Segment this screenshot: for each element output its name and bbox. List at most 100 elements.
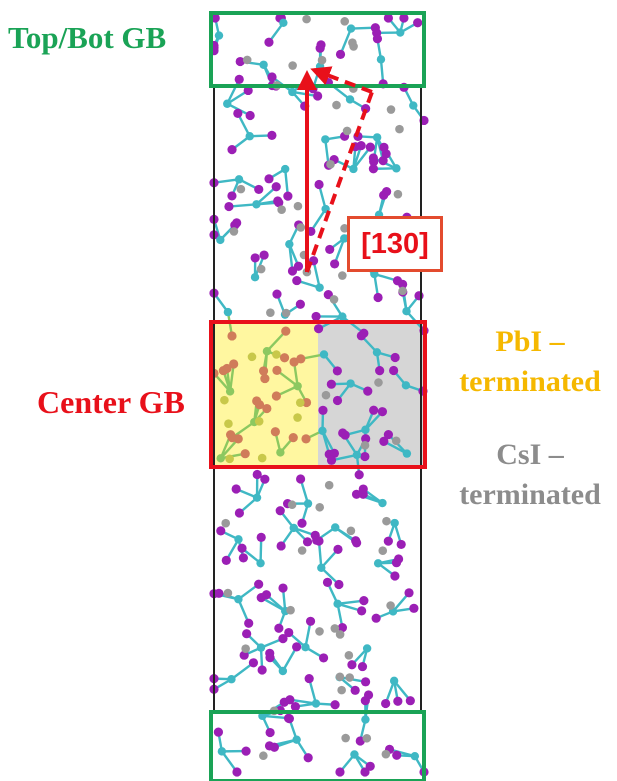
i-atom [302, 537, 313, 547]
cs-atom [337, 685, 346, 695]
i-atom [240, 449, 250, 459]
i-atom [398, 279, 408, 289]
i-atom [338, 428, 348, 438]
cs-atom [293, 413, 302, 422]
i-atom [351, 489, 362, 499]
i-atom [242, 629, 252, 639]
i-atom [368, 153, 378, 163]
cs-atom [342, 126, 352, 136]
pb-atom [390, 518, 399, 528]
i-atom [371, 613, 381, 623]
pb-atom [252, 200, 261, 209]
pb-atom [234, 175, 244, 184]
i-atom [244, 618, 254, 628]
i-atom [314, 179, 324, 190]
i-atom [399, 13, 409, 23]
pb-atom [245, 132, 254, 141]
i-atom [390, 352, 400, 363]
i-atom [414, 291, 424, 301]
i-atom [265, 727, 275, 738]
pb-atom [223, 99, 232, 108]
pb-atom [361, 715, 370, 724]
cs-atom [386, 105, 396, 114]
direction-label-text: [130] [361, 227, 429, 260]
i-atom [358, 484, 368, 494]
i-atom [332, 366, 342, 376]
pb-atom [346, 379, 355, 388]
cs-atom [254, 416, 264, 426]
i-atom [235, 56, 245, 67]
pb-atom [256, 643, 266, 652]
center-gb-label: Center GB [37, 384, 185, 420]
i-atom [383, 13, 394, 23]
i-atom [265, 653, 275, 663]
i-atom [393, 696, 403, 706]
pb-atom [410, 751, 420, 761]
pb-atom [352, 450, 362, 460]
i-atom [315, 43, 325, 53]
csi-terminated-line1: CsI – [496, 438, 564, 471]
i-atom [227, 145, 237, 155]
cs-atom [346, 526, 356, 536]
pb-atom [345, 95, 355, 104]
i-atom [365, 142, 375, 152]
cs-atom [247, 352, 257, 362]
i-atom [333, 544, 343, 554]
pbi-terminated-line2: terminated [459, 365, 601, 398]
pb-atom [401, 381, 411, 390]
i-atom [273, 196, 283, 206]
pb-atom [303, 499, 313, 508]
i-atom [326, 379, 336, 389]
i-atom [373, 292, 383, 303]
i-atom [252, 469, 262, 480]
i-atom [254, 184, 264, 195]
pb-i-bond [228, 363, 235, 392]
pb-atom [288, 87, 297, 97]
cs-atom [335, 672, 345, 682]
pb-atom [378, 498, 387, 508]
cs-atom [345, 673, 354, 682]
pb-atom [372, 133, 382, 142]
i-atom [232, 767, 242, 777]
i-atom [359, 596, 369, 606]
cs-atom [256, 264, 266, 274]
i-atom [369, 405, 379, 415]
pb-atom [234, 595, 243, 604]
pb-atom [216, 235, 225, 245]
i-atom [264, 174, 274, 184]
pb-atom [311, 699, 321, 708]
cs-atom [302, 14, 311, 24]
i-atom [326, 455, 337, 465]
i-atom [372, 34, 383, 44]
cs-atom [362, 733, 372, 743]
i-atom [272, 289, 282, 299]
i-atom [357, 606, 367, 616]
pb-atom [350, 750, 359, 759]
pb-atom [227, 675, 236, 684]
i-atom [271, 391, 281, 401]
i-atom [231, 484, 241, 494]
pb-atom [279, 18, 288, 27]
i-atom [335, 49, 346, 59]
pb-atom [292, 735, 301, 744]
pb-atom [318, 426, 327, 435]
i-atom [352, 538, 362, 548]
cs-atom [324, 480, 334, 490]
i-atom [381, 187, 392, 197]
pb-atom [252, 493, 262, 502]
i-atom [260, 373, 270, 384]
i-atom [360, 451, 370, 462]
i-atom [347, 660, 357, 670]
pb-atom [250, 272, 260, 282]
i-atom [234, 74, 244, 84]
i-atom [248, 658, 259, 668]
i-atom [272, 365, 282, 376]
i-atom [254, 579, 264, 589]
i-atom [396, 539, 406, 550]
i-atom [284, 714, 294, 724]
cs-atom [378, 546, 388, 556]
i-atom [361, 434, 371, 444]
i-atom [383, 429, 394, 440]
i-atom [322, 577, 333, 588]
pbi-terminated-label: PbI – terminated [450, 322, 610, 402]
